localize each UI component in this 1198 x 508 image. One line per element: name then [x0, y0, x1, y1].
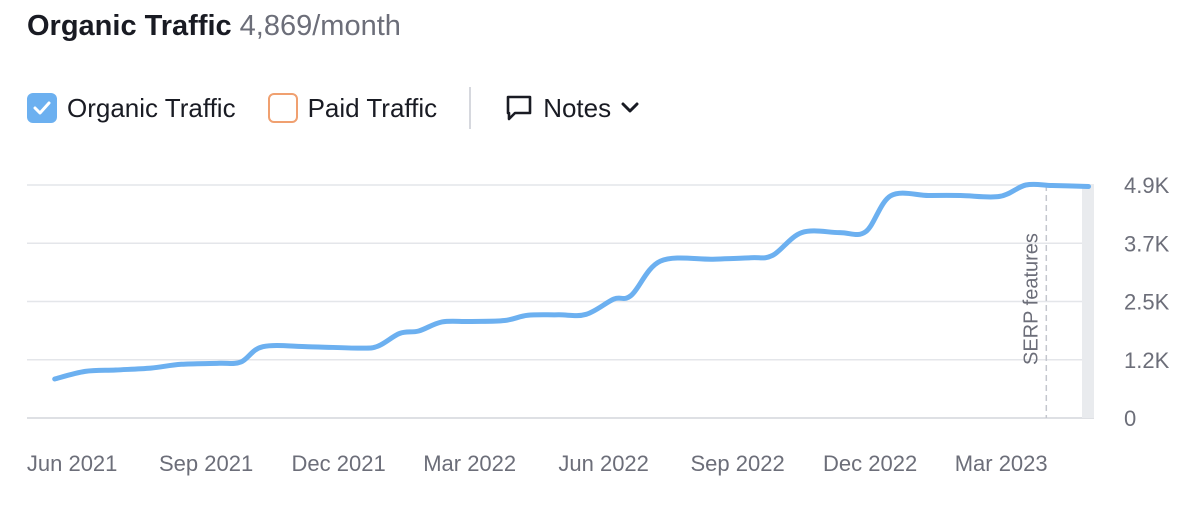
serp-features-label: SERP features	[1020, 233, 1042, 365]
monthly-traffic-value: 4,869/month	[239, 10, 401, 42]
paid-traffic-label: Paid Traffic	[307, 92, 438, 123]
y-tick-label: 1.2K	[1124, 348, 1170, 373]
speech-bubble-icon	[505, 94, 533, 122]
y-tick-label: 4.9K	[1124, 173, 1170, 198]
paid-traffic-checkbox[interactable]	[267, 93, 298, 123]
x-tick-label: Sep 2021	[159, 451, 253, 476]
x-tick-label: Mar 2023	[955, 451, 1048, 476]
legend: Organic Traffic Paid Traffic Notes	[27, 87, 639, 129]
y-tick-label: 0	[1124, 406, 1136, 431]
incomplete-period-band	[1082, 185, 1094, 418]
paid-traffic-toggle[interactable]: Paid Traffic	[267, 92, 438, 124]
chart-header: Organic Traffic 4,869/month	[27, 6, 401, 46]
legend-divider	[469, 87, 472, 129]
chart-title: Organic Traffic	[27, 10, 232, 42]
x-tick-label: Jun 2022	[558, 451, 649, 476]
chevron-down-icon	[621, 102, 639, 114]
notes-label: Notes	[543, 92, 612, 123]
y-tick-label: 2.5K	[1124, 290, 1170, 315]
organic-traffic-checkbox[interactable]	[27, 93, 57, 123]
organic-traffic-toggle[interactable]: Organic Traffic	[27, 93, 236, 124]
x-tick-label: Sep 2022	[691, 451, 785, 476]
y-tick-label: 3.7K	[1124, 231, 1170, 256]
notes-dropdown[interactable]: Notes	[505, 93, 639, 124]
x-tick-label: Dec 2021	[292, 451, 386, 476]
organic-traffic-label: Organic Traffic	[67, 92, 236, 123]
x-tick-label: Mar 2022	[423, 451, 516, 476]
checkmark-icon	[33, 101, 51, 115]
x-tick-label: Jun 2021	[27, 451, 118, 476]
x-tick-label: Dec 2022	[823, 451, 917, 476]
organic-traffic-line[interactable]	[52, 181, 1091, 382]
